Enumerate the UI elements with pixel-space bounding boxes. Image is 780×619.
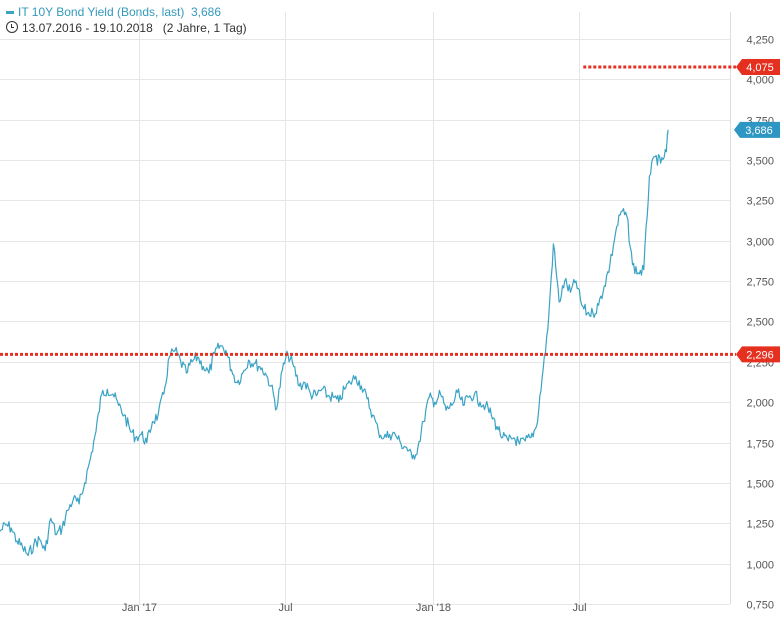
reference-label: 2,296 bbox=[746, 349, 774, 361]
period-text: (2 Jahre, 1 Tag) bbox=[162, 21, 247, 35]
y-tick-label: 1,500 bbox=[746, 479, 774, 491]
y-tick-label: 1,000 bbox=[746, 560, 774, 572]
y-tick-label: 3,000 bbox=[746, 237, 774, 249]
date-range-text: 13.07.2016 - 19.10.2018 bbox=[22, 21, 153, 35]
y-tick-label: 1,250 bbox=[746, 519, 774, 531]
series-line bbox=[0, 129, 669, 557]
reference-tag bbox=[736, 346, 780, 363]
y-tick-label: 2,500 bbox=[746, 317, 774, 329]
reference-label: 4,075 bbox=[746, 62, 774, 74]
last-value-tag bbox=[734, 121, 780, 138]
legend-series[interactable]: IT 10Y Bond Yield (Bonds, last) 3,686 bbox=[6, 5, 221, 19]
series-color-swatch bbox=[6, 11, 14, 15]
legend-date-range: 13.07.2016 - 19.10.2018 (2 Jahre, 1 Tag) bbox=[6, 21, 247, 35]
x-tick-label: Jan '18 bbox=[416, 602, 451, 614]
x-tick-label: Jul bbox=[278, 602, 292, 614]
y-tick-label: 4,250 bbox=[746, 35, 774, 47]
y-tick-label: 0,750 bbox=[746, 600, 774, 612]
clock-icon bbox=[6, 21, 18, 33]
last-value-label: 3,686 bbox=[745, 125, 773, 137]
y-tick-label: 4,000 bbox=[746, 75, 774, 87]
x-tick-label: Jan '17 bbox=[122, 602, 157, 614]
y-tick-label: 3,250 bbox=[746, 196, 774, 208]
legend-series-label: IT 10Y Bond Yield (Bonds, last) bbox=[18, 5, 185, 19]
y-tick-label: 2,750 bbox=[746, 277, 774, 289]
y-tick-label: 2,000 bbox=[746, 398, 774, 410]
y-tick-label: 3,500 bbox=[746, 156, 774, 168]
legend-last-value: 3,686 bbox=[191, 5, 222, 19]
reference-tag bbox=[736, 59, 780, 76]
x-tick-label: Jul bbox=[572, 602, 586, 614]
y-tick-label: 1,750 bbox=[746, 439, 774, 451]
